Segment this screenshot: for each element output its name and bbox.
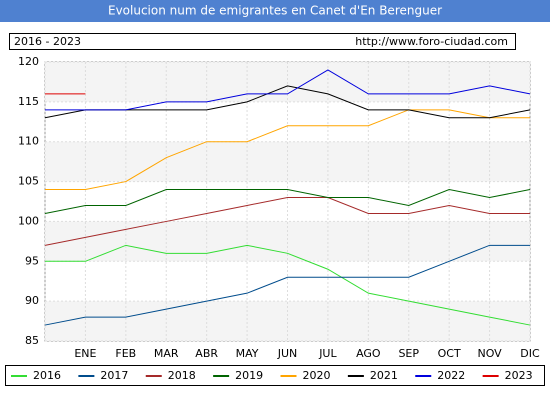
y-tick-label: 105 bbox=[18, 175, 39, 188]
legend-label: 2017 bbox=[100, 369, 128, 382]
legend-label: 2020 bbox=[303, 369, 331, 382]
series-line bbox=[45, 69, 531, 111]
x-tick-label: MAY bbox=[236, 347, 259, 360]
x-tick-label: AGO bbox=[356, 347, 381, 360]
x-tick-label: JUL bbox=[318, 347, 337, 360]
x-tick-label: DIC bbox=[520, 347, 540, 360]
title-bar bbox=[0, 0, 550, 22]
y-tick-label: 95 bbox=[25, 254, 39, 267]
x-tick-label: NOV bbox=[477, 347, 502, 360]
x-tick-label: SEP bbox=[398, 347, 419, 360]
y-tick-label: 120 bbox=[18, 55, 39, 68]
legend-label: 2023 bbox=[505, 369, 533, 382]
legend-label: 2019 bbox=[235, 369, 263, 382]
legend-label: 2021 bbox=[370, 369, 398, 382]
period: 2016 - 2023 bbox=[14, 35, 81, 48]
x-tick-label: JUN bbox=[277, 347, 298, 360]
y-tick-label: 90 bbox=[25, 294, 39, 307]
legend-label: 2022 bbox=[437, 369, 465, 382]
legend-label: 2018 bbox=[168, 369, 196, 382]
chart-title: Evolucion num de emigrantes en Canet d'E… bbox=[108, 4, 442, 18]
y-tick-label: 100 bbox=[18, 214, 39, 227]
source: http://www.foro-ciudad.com bbox=[355, 35, 508, 48]
x-tick-label: MAR bbox=[154, 347, 179, 360]
legend-label: 2016 bbox=[33, 369, 61, 382]
series-line bbox=[45, 244, 531, 326]
x-tick-label: FEB bbox=[115, 347, 136, 360]
series-line bbox=[44, 189, 531, 214]
series-line bbox=[45, 109, 530, 191]
y-tick-label: 85 bbox=[25, 334, 39, 347]
y-tick-label: 115 bbox=[18, 95, 39, 108]
series-line bbox=[44, 244, 530, 326]
legend-box bbox=[5, 365, 545, 386]
x-tick-label: OCT bbox=[438, 347, 461, 360]
info-box bbox=[9, 33, 516, 50]
y-tick-label: 110 bbox=[18, 135, 39, 148]
x-tick-label: ENE bbox=[74, 347, 96, 360]
series-line bbox=[44, 197, 530, 246]
x-tick-label: ABR bbox=[195, 347, 218, 360]
